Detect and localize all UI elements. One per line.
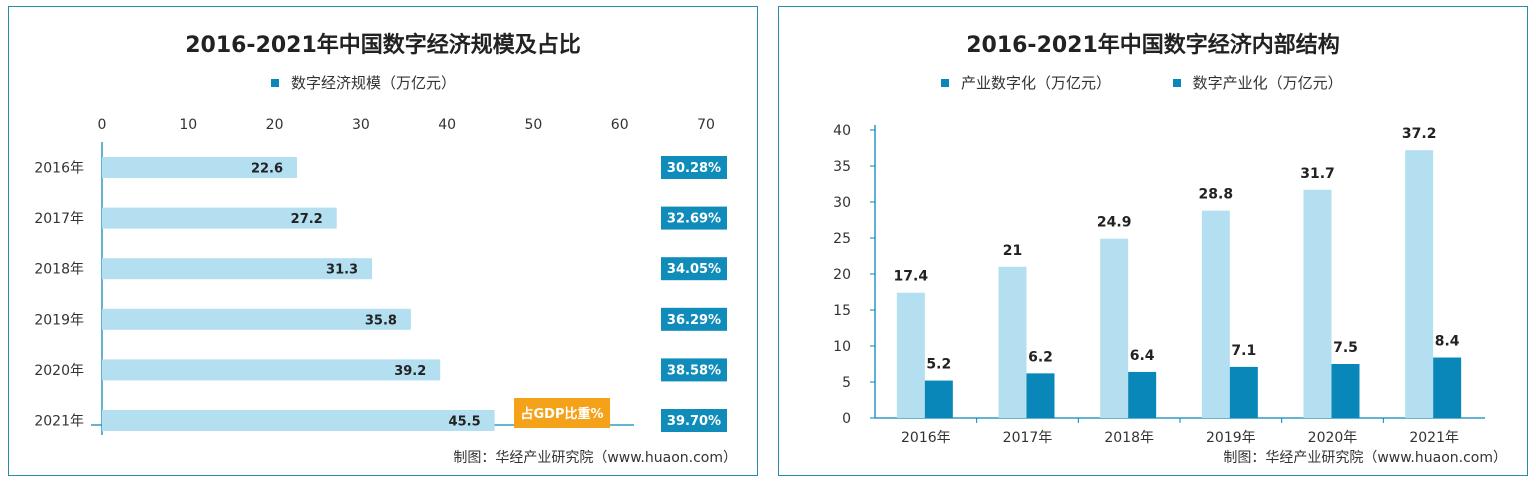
gdp-share-value: 39.70% [667, 414, 721, 429]
left-chart-legend: 数字经济规模（万亿元） [271, 72, 456, 93]
gdp-share-value: 36.29% [667, 313, 721, 328]
x-tick-label: 10 [179, 117, 197, 133]
bar-industry-digitalization [1303, 189, 1332, 418]
gdp-share-badge [661, 409, 727, 432]
y-tick-label: 0 [842, 411, 851, 427]
right-chart-panel: 2016-2021年中国数字经济内部结构 产业数字化（万亿元） 数字产业化（万亿… [778, 6, 1528, 476]
gdp-share-badge [661, 206, 727, 230]
x-tick-label: 0 [98, 117, 107, 133]
bar [102, 308, 411, 330]
x-tick-label: 40 [438, 117, 456, 133]
category-label: 2016年 [34, 161, 84, 177]
bar-value-label: 35.8 [365, 313, 397, 328]
y-tick-label: 5 [842, 375, 851, 391]
bar-digital-industrialization [1026, 373, 1055, 418]
left-bar-chart: 0 10 20 30 40 50 60 70 2016年 22.6 30.28% 2017年 27.2 3… [34, 117, 727, 435]
value-label-digital-industrialization: 5.2 [926, 357, 951, 373]
x-category-label: 2021年 [1409, 430, 1459, 446]
gdp-share-badge [661, 257, 727, 281]
gdp-share-tag-label: 占GDP比重% [520, 406, 603, 422]
bar-value-label: 39.2 [394, 364, 426, 379]
x-tick-label: 60 [611, 117, 629, 133]
bar-industry-digitalization [1100, 238, 1129, 418]
value-label-industry-digitalization: 17.4 [894, 269, 929, 285]
x-category-label: 2019年 [1206, 430, 1256, 446]
value-label-industry-digitalization: 37.2 [1402, 126, 1437, 142]
category-label: 2020年 [34, 363, 84, 379]
value-label-digital-industrialization: 8.4 [1435, 334, 1460, 350]
bar-digital-industrialization [1331, 364, 1360, 418]
y-tick-label: 10 [833, 339, 851, 355]
value-label-industry-digitalization: 24.9 [1097, 215, 1132, 231]
x-category-label: 2018年 [1104, 430, 1154, 446]
x-category-label: 2016年 [901, 430, 951, 446]
bar [102, 258, 373, 280]
value-label-industry-digitalization: 21 [1003, 243, 1022, 259]
x-category-label: 2020年 [1308, 430, 1358, 446]
bar-value-label: 27.2 [291, 212, 323, 227]
bar [102, 207, 337, 229]
bar [102, 359, 441, 381]
legend-swatch-scale [271, 78, 279, 87]
value-label-digital-industrialization: 6.4 [1130, 348, 1155, 364]
bar-value-label: 31.3 [326, 263, 358, 278]
right-chart-source: 制图：华经产业研究院（www.huaon.com） [1223, 450, 1507, 466]
bar-value-label: 45.5 [449, 415, 481, 430]
bar [102, 410, 495, 431]
y-tick-label: 30 [833, 195, 851, 211]
gdp-share-badge [661, 358, 727, 382]
y-tick-label: 20 [833, 267, 851, 283]
y-tick-label: 15 [833, 303, 851, 319]
value-label-industry-digitalization: 28.8 [1199, 187, 1234, 203]
x-tick-label: 20 [266, 117, 284, 133]
left-chart-panel: 2016-2021年中国数字经济规模及占比 数字经济规模（万亿元） 0 10 20 3… [8, 6, 758, 476]
bar-industry-digitalization [1405, 150, 1434, 418]
gdp-share-value: 30.28% [667, 161, 721, 176]
legend-label-digital-industrialization: 数字产业化（万亿元） [1192, 74, 1343, 92]
bar-industry-digitalization [998, 266, 1027, 418]
x-category-label: 2017年 [1003, 430, 1053, 446]
y-tick-label: 35 [833, 159, 851, 175]
x-tick-label: 70 [697, 117, 715, 133]
legend-swatch-digital-industrialization [1172, 78, 1181, 87]
gdp-share-value: 34.05% [667, 262, 721, 277]
right-bar-chart: 0 5 10 15 20 25 30 35 40 17.4 5.2 2016年 21 6.2 2017年 24… [833, 123, 1485, 446]
bar-digital-industrialization [1433, 357, 1462, 418]
category-label: 2017年 [34, 211, 84, 227]
category-label: 2021年 [34, 414, 84, 430]
bar-value-label: 22.6 [251, 162, 283, 177]
gdp-share-badge [661, 156, 727, 179]
value-label-digital-industrialization: 7.1 [1231, 343, 1256, 359]
right-chart-title: 2016-2021年中国数字经济内部结构 [966, 33, 1340, 58]
value-label-digital-industrialization: 6.2 [1028, 349, 1053, 365]
bar-industry-digitalization [1201, 210, 1230, 418]
value-label-digital-industrialization: 7.5 [1333, 340, 1358, 356]
y-tick-label: 40 [833, 123, 851, 139]
category-label: 2018年 [34, 262, 84, 278]
y-tick-label: 25 [833, 231, 851, 247]
gdp-share-badge [661, 307, 727, 331]
bar-digital-industrialization [1128, 371, 1157, 418]
gdp-share-tag [514, 398, 610, 428]
legend-swatch-industry-digitalization [941, 78, 949, 87]
x-tick-label: 50 [525, 117, 543, 133]
category-label: 2019年 [34, 312, 84, 328]
bar-digital-industrialization [924, 380, 953, 418]
gdp-share-value: 32.69% [667, 212, 721, 227]
bar-digital-industrialization [1229, 366, 1258, 418]
value-label-industry-digitalization: 31.7 [1300, 166, 1335, 182]
legend-label-scale: 数字经济规模（万亿元） [291, 74, 457, 92]
right-chart-legend: 产业数字化（万亿元） 数字产业化（万亿元） [941, 72, 1343, 93]
left-chart-source: 制图：华经产业研究院（www.huaon.com） [453, 450, 737, 466]
bar [102, 157, 298, 178]
gdp-share-value: 38.58% [667, 363, 721, 378]
legend-label-industry-digitalization: 产业数字化（万亿元） [961, 74, 1112, 92]
bar-industry-digitalization [896, 292, 925, 418]
left-chart-title: 2016-2021年中国数字经济规模及占比 [185, 33, 581, 58]
x-tick-label: 30 [352, 117, 370, 133]
